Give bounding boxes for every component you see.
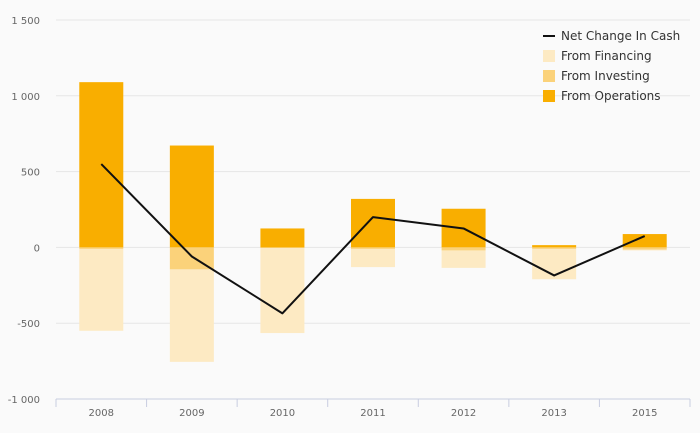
legend-label: From Operations bbox=[561, 89, 661, 103]
bar-from-operations bbox=[532, 245, 577, 248]
y-tick-label: 0 bbox=[34, 243, 40, 254]
bar-from-operations bbox=[169, 145, 214, 248]
bar-from-financing bbox=[169, 269, 214, 362]
y-tick-label: -500 bbox=[17, 319, 40, 330]
bar-from-financing bbox=[260, 248, 305, 334]
bar-from-investing bbox=[622, 247, 667, 250]
legend-label: From Financing bbox=[561, 49, 652, 63]
square-swatch-icon bbox=[543, 90, 555, 102]
y-tick-label: -1 000 bbox=[8, 395, 40, 406]
x-tick-label: 2011 bbox=[360, 408, 385, 419]
y-tick-label: 1 000 bbox=[11, 92, 40, 103]
x-tick-label: 2012 bbox=[451, 408, 476, 419]
legend-item-net-change[interactable]: Net Change In Cash bbox=[543, 26, 680, 46]
bar-from-financing bbox=[622, 249, 667, 251]
bar-from-investing bbox=[260, 247, 305, 249]
square-swatch-icon bbox=[543, 50, 555, 62]
bar-from-operations bbox=[622, 234, 667, 248]
bar-from-investing bbox=[532, 247, 577, 249]
bar-from-investing bbox=[441, 247, 486, 251]
legend-item-operations[interactable]: From Operations bbox=[543, 86, 680, 106]
bar-from-financing bbox=[351, 248, 395, 268]
legend-label: From Investing bbox=[561, 69, 650, 83]
y-axis-ticks: 1 500 1 000 500 0 -500 -1 000 bbox=[8, 16, 40, 406]
y-tick-label: 1 500 bbox=[11, 16, 40, 27]
bar-from-financing bbox=[441, 250, 486, 268]
legend: Net Change In Cash From Financing From I… bbox=[543, 26, 680, 106]
y-tick-label: 500 bbox=[21, 168, 40, 179]
net-change-line-series bbox=[100, 163, 646, 315]
x-axis-ticks: 2008 2009 2010 2011 2012 2013 2015 bbox=[89, 408, 658, 419]
gridlines bbox=[56, 19, 690, 324]
legend-label: Net Change In Cash bbox=[561, 29, 681, 43]
x-tick-label: 2009 bbox=[179, 408, 204, 419]
square-swatch-icon bbox=[543, 70, 555, 82]
legend-item-financing[interactable]: From Financing bbox=[543, 46, 680, 66]
bar-from-operations bbox=[260, 228, 305, 248]
x-tick-label: 2013 bbox=[541, 408, 566, 419]
x-axis bbox=[55, 398, 691, 407]
line-swatch-icon bbox=[543, 35, 555, 37]
bar-from-operations bbox=[351, 198, 395, 248]
bar-from-financing bbox=[79, 248, 124, 331]
bars bbox=[79, 82, 667, 362]
legend-item-investing[interactable]: From Investing bbox=[543, 66, 680, 86]
x-tick-label: 2015 bbox=[632, 408, 657, 419]
bar-from-financing bbox=[532, 248, 577, 280]
bar-from-investing bbox=[79, 247, 124, 249]
bar-from-investing bbox=[351, 247, 395, 249]
x-tick-label: 2008 bbox=[89, 408, 114, 419]
x-tick-label: 2010 bbox=[270, 408, 295, 419]
